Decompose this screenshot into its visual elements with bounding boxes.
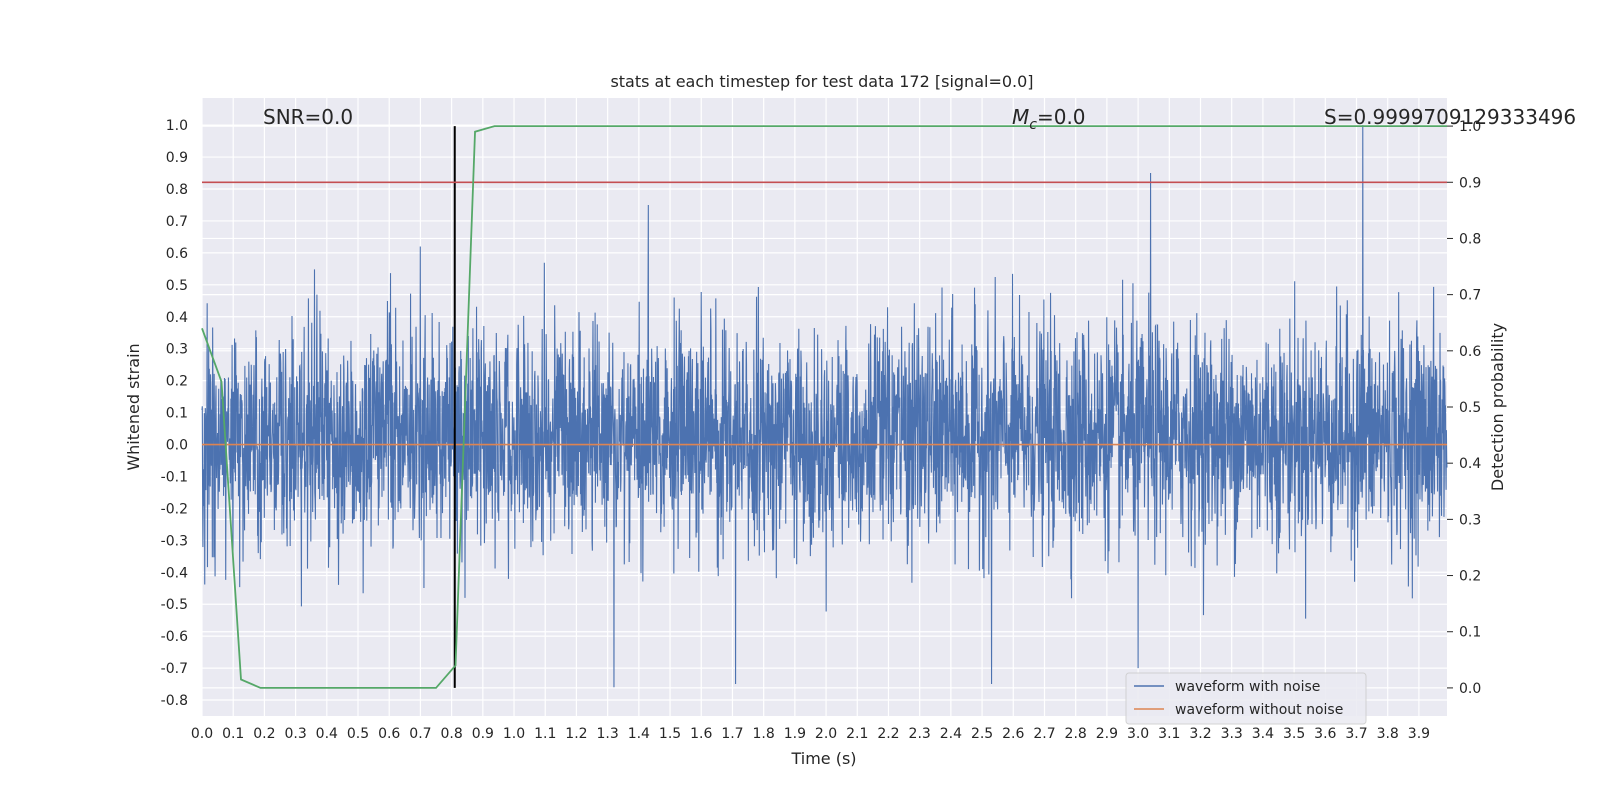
y-tick-label: 0.8 bbox=[166, 182, 188, 198]
x-tick-label: 0.4 bbox=[316, 726, 338, 742]
x-tick-label: 3.9 bbox=[1408, 726, 1430, 742]
mc-annotation: Mc=0.0 bbox=[1012, 105, 1086, 133]
y2-tick-label: 0.1 bbox=[1459, 625, 1481, 641]
x-tick-label: 3.7 bbox=[1345, 726, 1367, 742]
y-tick-label: 0.4 bbox=[166, 310, 188, 326]
y-tick-label: 0.3 bbox=[166, 342, 188, 358]
x-tick-label: 2.3 bbox=[909, 726, 931, 742]
y2-tick-label: 1.0 bbox=[1459, 119, 1481, 135]
x-tick-label: 2.4 bbox=[940, 726, 962, 742]
y-tick-label: 0.7 bbox=[166, 214, 188, 230]
x-tick-label: 3.5 bbox=[1283, 726, 1305, 742]
x-tick-label: 0.5 bbox=[347, 726, 369, 742]
y-tick-label: 0.0 bbox=[166, 438, 188, 454]
y2-tick-label: 0.6 bbox=[1459, 344, 1481, 360]
x-tick-label: 0.7 bbox=[409, 726, 431, 742]
x-tick-label: 1.8 bbox=[753, 726, 775, 742]
x-tick-label: 1.6 bbox=[690, 726, 712, 742]
series-line-detection-probability bbox=[201, 125, 1447, 689]
y-tick-label: 0.5 bbox=[166, 278, 188, 294]
series-layer bbox=[201, 125, 1448, 689]
x-tick-label: 3.2 bbox=[1189, 726, 1211, 742]
y-tick-label: 0.2 bbox=[166, 374, 188, 390]
x-tick-label: 0.2 bbox=[253, 726, 275, 742]
legend: waveform with noise waveform without noi… bbox=[1125, 672, 1367, 725]
x-tick-label: 2.2 bbox=[877, 726, 899, 742]
s-annotation: S=0.9999709129333496 bbox=[1324, 105, 1576, 129]
x-tick-label: 3.3 bbox=[1221, 726, 1243, 742]
y-axis-label: Whitened strain bbox=[124, 343, 143, 470]
y-tick-label: 0.9 bbox=[166, 150, 188, 166]
y-tick-label: -0.5 bbox=[161, 597, 188, 613]
y-tick-label: -0.8 bbox=[161, 693, 188, 709]
y2-tick-label: 0.8 bbox=[1459, 231, 1481, 247]
legend-label-noise: waveform with noise bbox=[1175, 679, 1320, 695]
y2-tick-label: 0.3 bbox=[1459, 512, 1481, 528]
x-tick-label: 0.6 bbox=[378, 726, 400, 742]
legend-box bbox=[1125, 672, 1367, 725]
x-tick-label: 1.0 bbox=[503, 726, 525, 742]
x-tick-label: 0.8 bbox=[440, 726, 462, 742]
x-tick-label: 1.3 bbox=[597, 726, 619, 742]
mc-subscript: c bbox=[1029, 117, 1037, 133]
x-axis-label: Time (s) bbox=[790, 749, 856, 768]
x-axis: 0.0 0.1 0.2 0.3 0.4 0.5 0.6 0.7 0.8 0.9 1.0 1.1 1.2 1… bbox=[191, 726, 1430, 742]
y2-tick-label: 0.2 bbox=[1459, 569, 1481, 585]
mc-symbol: M bbox=[1012, 105, 1029, 129]
y2-tick-label: 0.0 bbox=[1459, 681, 1481, 697]
mc-value: =0.0 bbox=[1037, 105, 1086, 129]
snr-annotation: SNR=0.0 bbox=[263, 105, 353, 129]
series-line-waveform-with-noise bbox=[201, 125, 1448, 688]
x-tick-label: 3.4 bbox=[1252, 726, 1274, 742]
chart-title: stats at each timestep for test data 172… bbox=[610, 72, 1033, 91]
x-tick-label: 3.1 bbox=[1158, 726, 1180, 742]
y-tick-label: -0.6 bbox=[161, 629, 188, 645]
x-tick-label: 1.4 bbox=[628, 726, 650, 742]
x-tick-label: 2.0 bbox=[815, 726, 837, 742]
x-tick-label: 1.7 bbox=[721, 726, 743, 742]
y-tick-label: -0.4 bbox=[161, 565, 188, 581]
legend-label-clean: waveform without noise bbox=[1175, 702, 1343, 718]
x-tick-label: 1.1 bbox=[534, 726, 556, 742]
x-tick-label: 2.7 bbox=[1033, 726, 1055, 742]
x-tick-label: 1.9 bbox=[784, 726, 806, 742]
x-tick-label: 3.8 bbox=[1377, 726, 1399, 742]
y2-axis-label: Detection probability bbox=[1488, 323, 1507, 491]
y2-tick-label: 0.9 bbox=[1459, 175, 1481, 191]
x-tick-label: 1.5 bbox=[659, 726, 681, 742]
x-tick-label: 0.3 bbox=[284, 726, 306, 742]
x-tick-label: 2.1 bbox=[846, 726, 868, 742]
y-axis: -0.8 -0.7 -0.6 -0.5 -0.4 -0.3 -0.2 -0.1 0.0 0.1 0.… bbox=[161, 118, 188, 709]
y-tick-label: -0.3 bbox=[161, 533, 188, 549]
y2-axis: 0.0 0.1 0.2 0.3 0.4 0.5 0.6 0.7 0.8 0.9 1.0 bbox=[1447, 119, 1481, 697]
y-tick-label: -0.7 bbox=[161, 661, 188, 677]
x-tick-label: 2.5 bbox=[971, 726, 993, 742]
y2-tick-label: 0.5 bbox=[1459, 400, 1481, 416]
y2-tick-label: 0.7 bbox=[1459, 288, 1481, 304]
x-tick-label: 3.6 bbox=[1314, 726, 1336, 742]
x-tick-label: 2.8 bbox=[1065, 726, 1087, 742]
y2-tick-label: 0.4 bbox=[1459, 456, 1481, 472]
y-tick-label: 0.1 bbox=[166, 406, 188, 422]
x-tick-label: 0.9 bbox=[472, 726, 494, 742]
x-tick-label: 0.0 bbox=[191, 726, 213, 742]
x-tick-label: 2.9 bbox=[1096, 726, 1118, 742]
x-tick-label: 0.1 bbox=[222, 726, 244, 742]
y-tick-label: -0.1 bbox=[161, 469, 188, 485]
x-tick-label: 1.2 bbox=[565, 726, 587, 742]
y-tick-label: 1.0 bbox=[166, 118, 188, 134]
y-tick-label: -0.2 bbox=[161, 501, 188, 517]
x-tick-label: 3.0 bbox=[1127, 726, 1149, 742]
y-tick-label: 0.6 bbox=[166, 246, 188, 262]
x-tick-label: 2.6 bbox=[1002, 726, 1024, 742]
